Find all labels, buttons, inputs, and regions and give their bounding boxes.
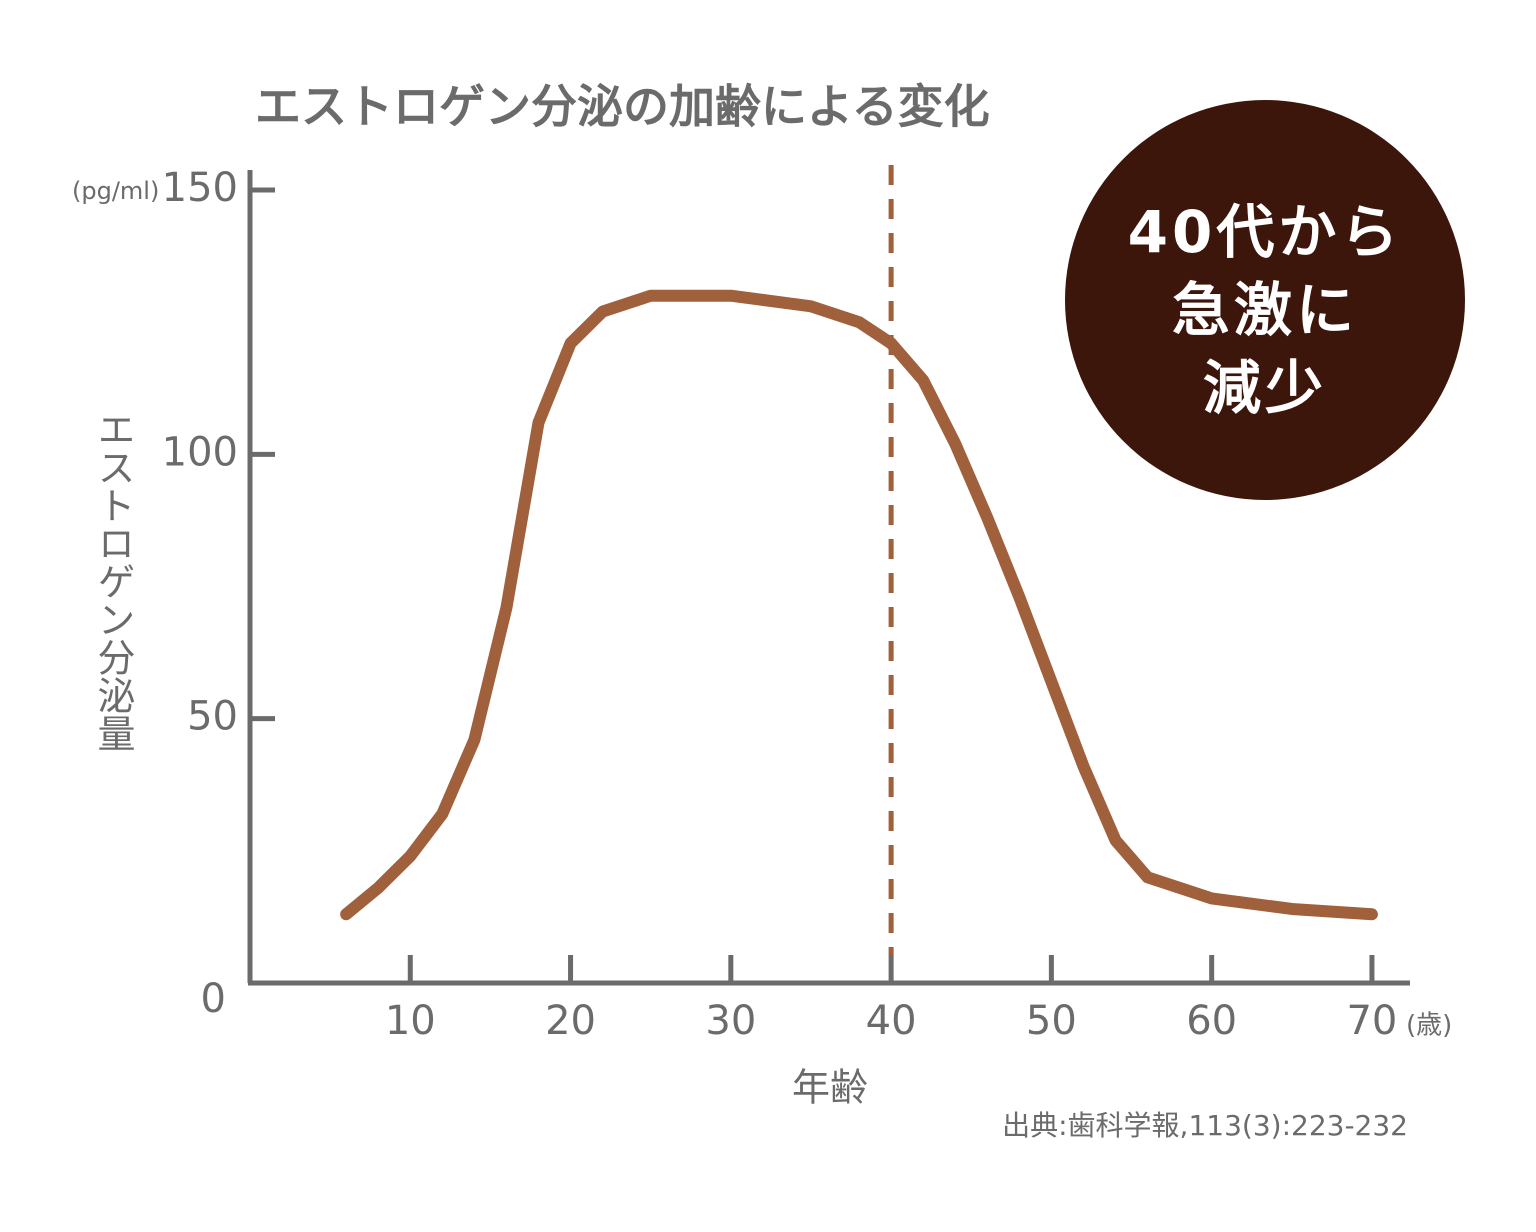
x-tick-label: 10 — [385, 998, 436, 1044]
y-tick-label: 100 — [162, 429, 238, 475]
chart-title: エストロゲン分泌の加齢による変化 — [255, 80, 990, 134]
y-axis-label: エストロゲン分泌量 — [91, 410, 135, 752]
y-unit: (pg/ml) — [72, 177, 159, 205]
y-tick-label: 50 — [187, 694, 238, 740]
badge-text: 40代から — [1128, 198, 1403, 266]
x-tick-label: 70 — [1346, 998, 1397, 1044]
x-tick-label: 50 — [1026, 998, 1077, 1044]
x-axis-label: 年齢 — [792, 1066, 868, 1110]
x-tick-label: 30 — [705, 998, 756, 1044]
badge-text: 急激に — [1172, 276, 1358, 344]
badge — [1065, 100, 1465, 500]
badge-text: 減少 — [1203, 354, 1327, 422]
x-tick-label: 60 — [1186, 998, 1237, 1044]
x-unit: (歳) — [1406, 1011, 1452, 1041]
data-line — [340, 289, 1378, 921]
x-tick-label: 20 — [545, 998, 596, 1044]
x-tick-label: 40 — [866, 998, 917, 1044]
y-tick-label: 150 — [162, 165, 238, 211]
source-note: 出典:歯科学報,113(3):223-232 — [1002, 1109, 1408, 1142]
y-tick-label: 0 — [201, 976, 226, 1022]
